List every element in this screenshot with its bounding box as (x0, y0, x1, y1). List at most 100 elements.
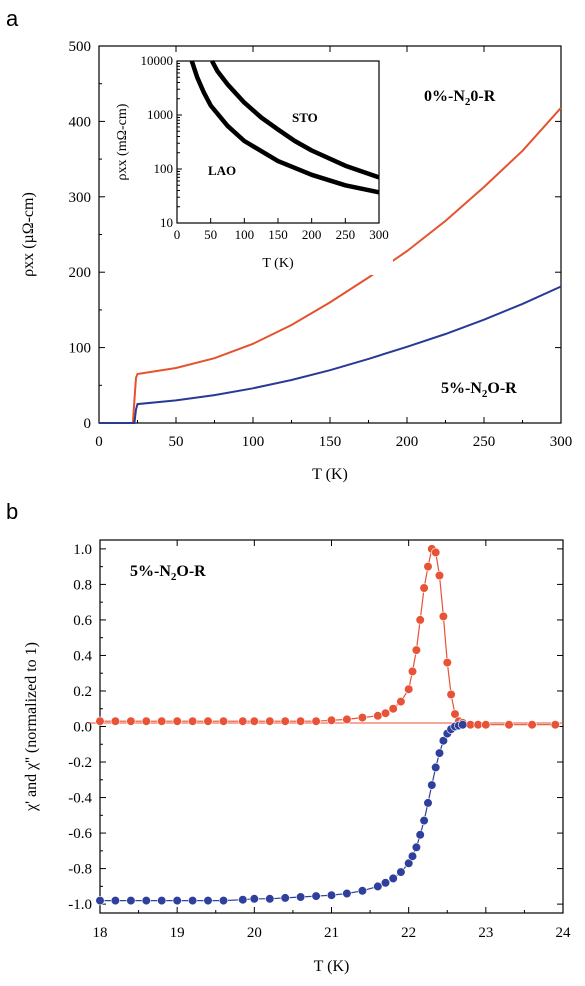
data-point-red (326, 715, 337, 725)
y-tick-label: 1.0 (73, 542, 92, 558)
data-point-blue (342, 888, 352, 899)
annotation-0pct-n20-r: 0%-N20-R (424, 88, 496, 108)
data-point-blue (265, 894, 275, 904)
x-tick-label: 150 (319, 434, 342, 450)
data-point-red (188, 716, 198, 726)
data-point-red (434, 570, 445, 581)
data-point-blue (95, 895, 105, 906)
data-point-red (110, 716, 120, 726)
data-point-blue (380, 878, 391, 888)
data-point-red (396, 696, 406, 707)
data-point-red (203, 716, 213, 726)
data-point-red (442, 657, 452, 668)
inset-x-tick-label: 50 (204, 227, 217, 242)
x-tick-label: 21 (324, 925, 339, 941)
y-tick-label: 300 (69, 190, 92, 206)
inset-x-tick-label: 100 (235, 227, 255, 242)
x-tick-label: 250 (473, 434, 496, 450)
data-point-blue (249, 894, 259, 904)
data-point-red (311, 716, 321, 726)
data-point-red (450, 709, 460, 719)
data-point-red (141, 716, 151, 726)
x-tick-label: 23 (478, 925, 493, 941)
data-point-red (438, 611, 449, 622)
data-point-red (265, 716, 275, 726)
inset-y-axis-title: ρxx (mΩ-cm) (115, 103, 130, 180)
y-tick-label: -0.2 (68, 755, 92, 771)
data-point-red (357, 712, 368, 723)
data-point-blue (434, 748, 445, 758)
y-tick-label: 0.8 (73, 577, 92, 593)
y-tick-label: 200 (69, 265, 92, 281)
x-axis-title: T (K) (314, 958, 350, 975)
panel-b-letter: b (6, 499, 18, 524)
panel-b-chart: 18 19 20 21 22 23 24 -1.0 -0.8 -0.6 -0.4 -0.2 0.0 0.2… (23, 539, 572, 975)
inset-label-sto: STO (292, 110, 318, 125)
data-point-red (157, 716, 167, 726)
inset-y-tick-label: 1000 (147, 107, 173, 122)
series-line-blue (100, 724, 463, 902)
inset-x-tick-label: 200 (302, 227, 322, 242)
data-point-red (342, 714, 352, 725)
data-point-red (172, 716, 182, 726)
data-point-red (504, 720, 514, 730)
data-point-blue (311, 891, 321, 901)
inset-y-tick-label: 10000 (141, 53, 174, 68)
data-point-red (527, 720, 537, 730)
x-tick-label: 19 (170, 925, 185, 941)
data-point-blue (157, 895, 167, 906)
panel-b-frame (99, 539, 564, 914)
inset-x-tick-label: 300 (369, 227, 389, 242)
y-tick-label: -1.0 (68, 897, 92, 913)
inset-label-lao: LAO (208, 163, 236, 178)
data-point-red (373, 711, 383, 721)
data-point-blue (407, 851, 418, 861)
data-point-red (473, 720, 483, 730)
y-axis-title: ρxx (µΩ-cm) (20, 192, 37, 277)
inset-x-tick-label: 150 (268, 227, 288, 242)
data-point-red (411, 645, 422, 655)
inset-x-tick-label: 250 (336, 227, 356, 242)
series-line-blue (99, 285, 562, 424)
y-tick-label: 0.0 (73, 720, 92, 736)
y-tick-label: 100 (69, 341, 92, 357)
data-point-blue (438, 736, 449, 746)
y-tick-label: -0.6 (68, 826, 92, 842)
data-point-blue (357, 886, 368, 896)
inset-series-line-lao (189, 60, 380, 195)
data-point-red (296, 716, 306, 726)
x-tick-label: 24 (556, 925, 572, 941)
inset-series-line-sto (210, 59, 380, 180)
data-point-red (419, 583, 429, 593)
x-tick-label: 18 (93, 925, 108, 941)
x-tick-label: 20 (247, 925, 262, 941)
data-point-red (238, 716, 248, 726)
x-tick-label: 22 (401, 925, 416, 941)
data-point-blue (415, 830, 425, 840)
data-point-red (380, 708, 391, 718)
data-point-red (423, 561, 433, 572)
data-point-blue (419, 815, 429, 826)
data-point-blue (427, 780, 437, 790)
data-point-blue (280, 893, 290, 903)
data-point-blue (423, 798, 433, 808)
data-point-red (249, 716, 259, 726)
data-point-red (407, 666, 418, 677)
data-point-blue (203, 895, 213, 906)
x-tick-label: 100 (242, 434, 265, 450)
data-point-red (431, 547, 441, 558)
data-point-blue (411, 842, 422, 852)
data-point-red (95, 716, 105, 726)
data-point-red (218, 716, 229, 726)
data-point-blue (172, 895, 182, 906)
series-line-red (99, 107, 562, 424)
data-point-blue (431, 762, 441, 773)
x-tick-label: 300 (550, 434, 573, 450)
data-point-blue (238, 895, 248, 905)
data-point-red (481, 720, 491, 730)
data-point-blue (296, 892, 306, 902)
data-point-blue (396, 867, 406, 877)
panel-a-inset-chart: 0 50 100 150 200 250 300 10 100 1000 10000 T (K) ρxx… (115, 53, 393, 275)
y-axis-title: χ' and χ'' (normalized to 1) (23, 642, 40, 812)
